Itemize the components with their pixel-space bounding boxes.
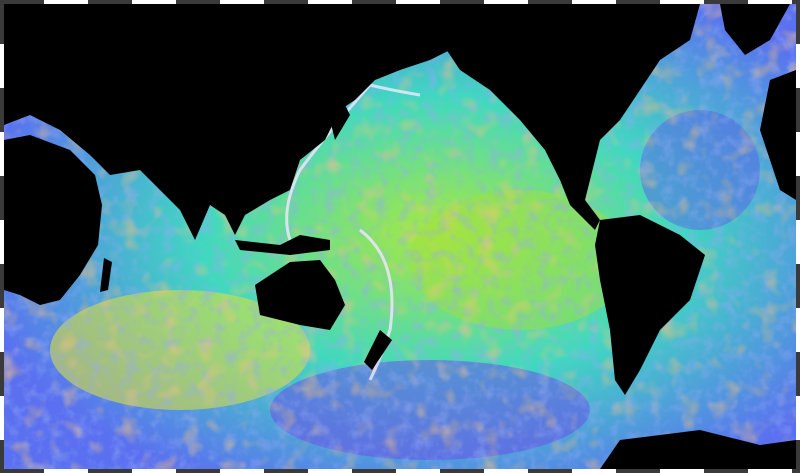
frame-segment — [704, 469, 748, 473]
frame-segment — [396, 469, 440, 473]
frame-segment — [528, 469, 572, 473]
frame-segment — [660, 0, 704, 4]
eurasia — [4, 4, 470, 240]
frame-segment — [352, 469, 396, 473]
frame-segment — [796, 440, 800, 473]
frame-segment — [176, 469, 220, 473]
south-america — [595, 215, 705, 395]
frame-segment — [0, 44, 4, 88]
frame-segment — [176, 0, 220, 4]
north-america — [430, 4, 700, 230]
frame-segment — [572, 469, 616, 473]
frame-segment — [748, 0, 792, 4]
new-zealand — [364, 330, 392, 370]
frame-segment — [616, 469, 660, 473]
frame-segment — [748, 469, 792, 473]
frame-segment — [660, 469, 704, 473]
frame-segment — [796, 0, 800, 44]
frame-segment — [0, 469, 44, 473]
frame-segment — [44, 469, 88, 473]
frame-segment — [220, 469, 264, 473]
land — [4, 4, 796, 469]
frame-segment — [0, 0, 44, 4]
frame-segment — [0, 396, 4, 440]
frame-segment — [308, 0, 352, 4]
frame-segment — [484, 0, 528, 4]
greenland — [720, 4, 790, 55]
europe — [760, 70, 796, 200]
frame-segment — [264, 469, 308, 473]
frame-segment — [0, 0, 4, 44]
frame-segment — [796, 88, 800, 132]
frame-segment — [0, 352, 4, 396]
madagascar — [100, 258, 112, 292]
frame-segment — [132, 0, 176, 4]
australia — [255, 260, 345, 330]
frame-segment — [264, 0, 308, 4]
frame-segment — [796, 264, 800, 308]
frame-segment — [0, 264, 4, 308]
frame-segment — [0, 88, 4, 132]
frame-segment — [88, 0, 132, 4]
frame-segment — [796, 44, 800, 88]
frame-segment — [0, 220, 4, 264]
frame-segment — [484, 469, 528, 473]
frame-segment — [796, 308, 800, 352]
frame-segment — [796, 352, 800, 396]
antarctica — [600, 430, 796, 469]
frame-segment — [440, 469, 484, 473]
frame-segment — [616, 0, 660, 4]
frame-segment — [0, 176, 4, 220]
frame-segment — [796, 396, 800, 440]
frame-segment — [0, 440, 4, 473]
trench-line — [285, 83, 421, 381]
japan — [330, 105, 350, 140]
frame-segment — [796, 132, 800, 176]
frame-segment — [528, 0, 572, 4]
frame-segment — [352, 0, 396, 4]
frame-segment — [440, 0, 484, 4]
frame-segment — [796, 176, 800, 220]
frame-segment — [796, 220, 800, 264]
africa — [4, 135, 102, 305]
frame-segment — [572, 0, 616, 4]
frame-segment — [308, 469, 352, 473]
frame-segment — [132, 469, 176, 473]
world-bathymetry-map — [4, 4, 796, 469]
frame-segment — [0, 132, 4, 176]
indonesia — [235, 235, 330, 255]
frame-segment — [0, 308, 4, 352]
frame-segment — [704, 0, 748, 4]
frame-segment — [44, 0, 88, 4]
frame-segment — [88, 469, 132, 473]
frame-segment — [220, 0, 264, 4]
frame-segment — [396, 0, 440, 4]
